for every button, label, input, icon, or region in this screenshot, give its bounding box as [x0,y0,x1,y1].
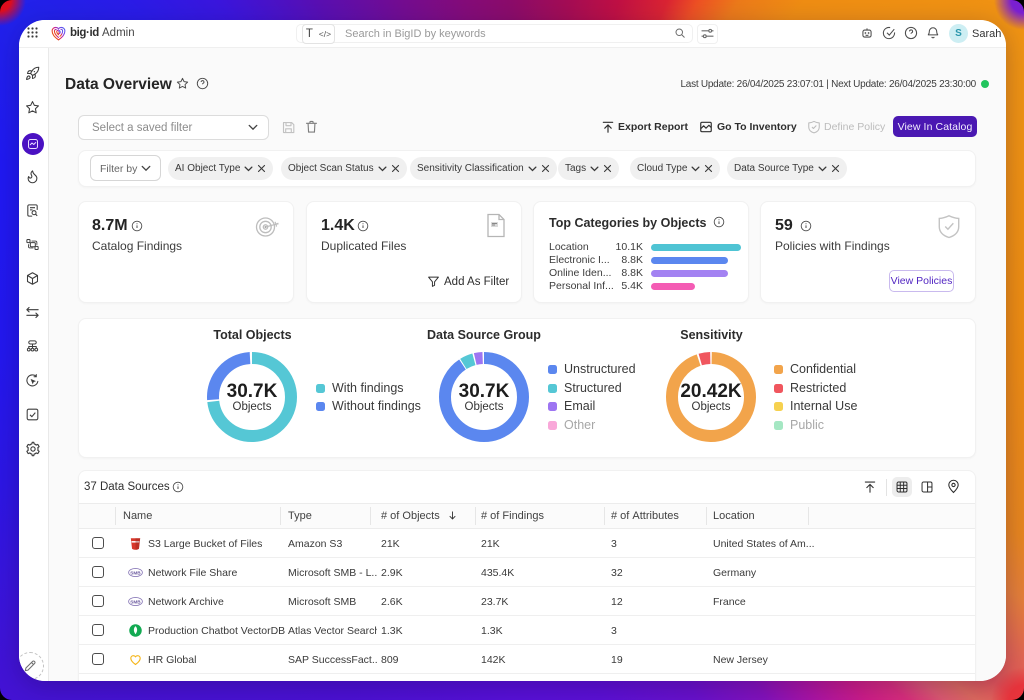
svg-text:SMB: SMB [130,570,141,575]
svg-text:SMB: SMB [130,599,141,604]
